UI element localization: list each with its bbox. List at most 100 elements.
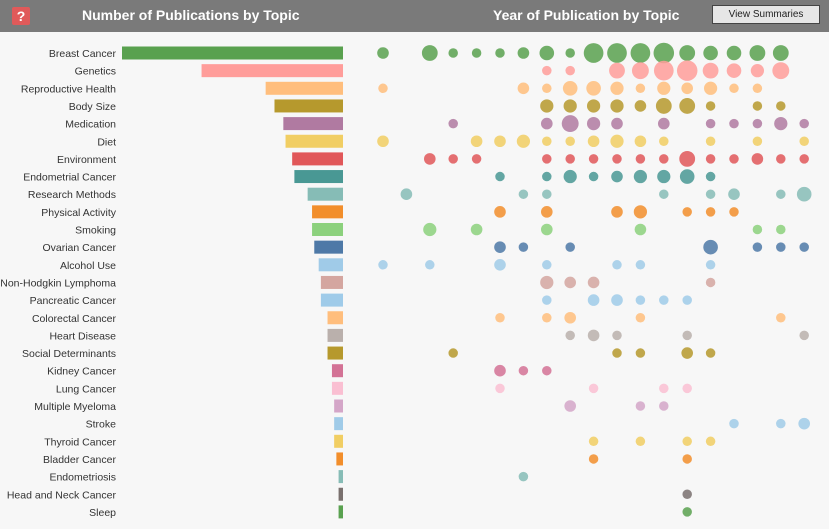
point-environment-col-8[interactable] — [565, 154, 575, 164]
bar-reproductive-health[interactable] — [265, 81, 343, 95]
point-breast-cancer-col-11[interactable] — [630, 43, 651, 63]
point-ovarian-cancer-col-18[interactable] — [799, 242, 809, 252]
point-body-size-col-17[interactable] — [776, 101, 786, 111]
point-environment-col-14[interactable] — [705, 154, 716, 164]
point-medication-col-16[interactable] — [752, 118, 763, 129]
bar-smoking[interactable] — [312, 223, 343, 236]
point-diet-col-7[interactable] — [542, 136, 552, 147]
point-alcohol-use-col-7[interactable] — [542, 260, 552, 270]
point-genetics-col-15[interactable] — [726, 63, 742, 78]
point-colorectal-cancer-col-5[interactable] — [495, 313, 505, 323]
point-reproductive-health-col-12[interactable] — [657, 81, 671, 95]
point-genetics-col-7[interactable] — [542, 65, 552, 76]
point-diet-col-12[interactable] — [659, 136, 669, 147]
point-alcohol-use-col-2[interactable] — [425, 260, 435, 270]
view-summaries-button[interactable]: View Summaries — [712, 5, 820, 24]
point-kidney-cancer-col-6[interactable] — [518, 365, 529, 376]
point-diet-col-9[interactable] — [587, 135, 600, 148]
point-alcohol-use-col-10[interactable] — [612, 260, 622, 270]
point-pancreatic-cancer-col-11[interactable] — [635, 295, 646, 305]
point-body-size-col-13[interactable] — [679, 98, 696, 114]
point-environment-col-3[interactable] — [448, 154, 458, 164]
point-body-size-col-14[interactable] — [705, 101, 716, 111]
point-heart-disease-col-8[interactable] — [565, 330, 575, 341]
bar-alcohol-use[interactable] — [318, 258, 343, 272]
point-pancreatic-cancer-col-9[interactable] — [587, 294, 600, 306]
point-multiple-myeloma-col-12[interactable] — [659, 401, 669, 411]
point-thyroid-cancer-col-11[interactable] — [635, 436, 646, 447]
point-endometrial-cancer-col-14[interactable] — [705, 171, 716, 182]
point-diet-col-18[interactable] — [799, 136, 809, 147]
bar-endometrial-cancer[interactable] — [294, 170, 343, 184]
point-body-size-col-9[interactable] — [586, 99, 601, 113]
bar-head-and-neck-cancer[interactable] — [338, 487, 343, 501]
point-physical-activity-col-10[interactable] — [611, 206, 623, 218]
point-reproductive-health-col-13[interactable] — [681, 82, 694, 95]
bar-pancreatic-cancer[interactable] — [320, 293, 343, 307]
point-diet-col-11[interactable] — [634, 135, 647, 148]
point-pancreatic-cancer-col-13[interactable] — [682, 295, 692, 305]
point-endometrial-cancer-col-5[interactable] — [495, 171, 505, 182]
point-genetics-col-16[interactable] — [750, 64, 765, 78]
point-colorectal-cancer-col-11[interactable] — [635, 313, 646, 323]
bar-heart-disease[interactable] — [327, 328, 343, 342]
point-smoking-col-17[interactable] — [776, 224, 786, 235]
point-bladder-cancer-col-9[interactable] — [588, 454, 599, 464]
point-physical-activity-col-7[interactable] — [540, 206, 553, 218]
point-environment-col-15[interactable] — [729, 154, 739, 164]
point-diet-col-6[interactable] — [516, 134, 531, 148]
point-alcohol-use-col-0[interactable] — [378, 260, 388, 270]
point-thyroid-cancer-col-13[interactable] — [682, 436, 692, 447]
point-body-size-col-16[interactable] — [752, 101, 763, 111]
point-reproductive-health-col-6[interactable] — [517, 82, 530, 95]
bar-kidney-cancer[interactable] — [331, 364, 343, 378]
bar-social-determinants[interactable] — [327, 346, 343, 360]
point-social-determinants-col-3[interactable] — [448, 348, 458, 358]
bar-endometriosis[interactable] — [338, 470, 343, 484]
point-kidney-cancer-col-5[interactable] — [494, 364, 506, 377]
point-endometrial-cancer-col-13[interactable] — [679, 169, 695, 184]
point-endometrial-cancer-col-9[interactable] — [588, 171, 599, 182]
point-genetics-col-8[interactable] — [565, 65, 575, 76]
point-thyroid-cancer-col-14[interactable] — [705, 436, 716, 447]
point-stroke-col-17[interactable] — [776, 418, 786, 429]
bar-colorectal-cancer[interactable] — [327, 311, 343, 325]
point-breast-cancer-col-5[interactable] — [495, 48, 505, 58]
bar-body-size[interactable] — [274, 99, 343, 113]
point-environment-col-11[interactable] — [635, 154, 646, 164]
point-medication-col-9[interactable] — [586, 116, 601, 131]
point-medication-col-14[interactable] — [705, 118, 716, 129]
point-diet-col-14[interactable] — [705, 136, 716, 147]
point-breast-cancer-col-9[interactable] — [583, 43, 604, 63]
point-breast-cancer-col-14[interactable] — [703, 45, 718, 61]
point-reproductive-health-col-11[interactable] — [635, 83, 646, 94]
help-icon[interactable]: ? — [12, 7, 30, 25]
point-diet-col-8[interactable] — [565, 136, 575, 147]
point-ovarian-cancer-col-5[interactable] — [494, 241, 506, 253]
point-stroke-col-15[interactable] — [729, 418, 739, 429]
point-reproductive-health-col-7[interactable] — [542, 83, 552, 94]
point-body-size-col-8[interactable] — [563, 99, 577, 113]
point-social-determinants-col-13[interactable] — [681, 347, 694, 359]
point-environment-col-16[interactable] — [751, 153, 764, 165]
point-medication-col-12[interactable] — [657, 117, 670, 130]
point-endometrial-cancer-col-11[interactable] — [633, 169, 648, 184]
bar-thyroid-cancer[interactable] — [334, 434, 343, 448]
point-social-determinants-col-14[interactable] — [705, 348, 716, 358]
point-thyroid-cancer-col-9[interactable] — [588, 436, 599, 447]
point-stroke-col-18[interactable] — [798, 417, 811, 430]
point-multiple-myeloma-col-11[interactable] — [635, 401, 646, 411]
point-ovarian-cancer-col-17[interactable] — [776, 242, 786, 252]
point-breast-cancer-col-12[interactable] — [653, 42, 675, 64]
point-non-hodgkin-lymphoma-col-9[interactable] — [587, 276, 600, 289]
bar-lung-cancer[interactable] — [331, 381, 343, 395]
point-environment-col-17[interactable] — [776, 154, 786, 164]
point-physical-activity-col-13[interactable] — [682, 207, 692, 217]
point-ovarian-cancer-col-14[interactable] — [703, 239, 718, 255]
point-alcohol-use-col-11[interactable] — [635, 260, 646, 270]
point-body-size-col-12[interactable] — [655, 98, 672, 114]
point-non-hodgkin-lymphoma-col-14[interactable] — [705, 277, 716, 288]
point-sleep-col-13[interactable] — [682, 507, 692, 517]
point-environment-col-7[interactable] — [542, 154, 552, 164]
point-alcohol-use-col-5[interactable] — [494, 258, 506, 271]
